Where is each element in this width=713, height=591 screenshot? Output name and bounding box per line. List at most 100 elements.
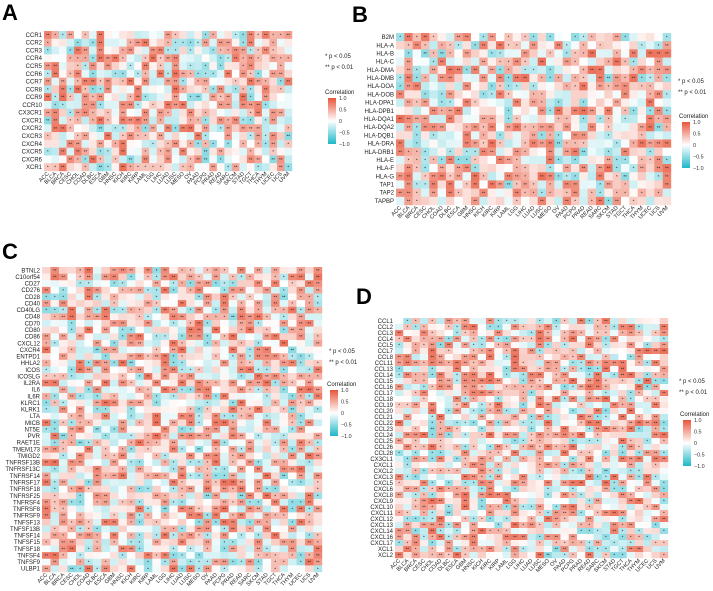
heatmap-cell <box>471 98 480 107</box>
heatmap-cell <box>211 373 221 380</box>
heatmap-cell <box>271 392 280 400</box>
significance-mark: * <box>498 337 500 342</box>
significance-mark: ** <box>197 334 201 339</box>
significance-mark: ** <box>271 157 275 162</box>
heatmap-cell <box>396 196 405 206</box>
significance-mark: * <box>147 275 149 280</box>
significance-mark: * <box>547 343 549 348</box>
significance-mark: * <box>130 381 132 386</box>
significance-mark: * <box>145 149 147 154</box>
heatmap-cell <box>421 114 430 124</box>
heatmap-cell <box>429 164 438 173</box>
significance-mark: ** <box>136 118 140 123</box>
significance-mark: * <box>541 133 543 138</box>
significance-mark: ** <box>513 337 517 342</box>
heatmap-cell <box>396 57 405 66</box>
heatmap-cell <box>228 532 238 540</box>
heatmap-cell <box>118 346 128 354</box>
heatmap-cell <box>271 432 280 440</box>
significance-mark: ** <box>70 314 74 319</box>
heatmap-cell <box>156 46 165 55</box>
heatmap-cell <box>471 196 480 206</box>
heatmap-cell <box>96 77 105 86</box>
heatmap-cell <box>646 41 655 50</box>
heatmap-cell <box>44 116 52 125</box>
heatmap-cell <box>111 31 120 39</box>
significance-mark: * <box>257 460 259 465</box>
significance-mark: * <box>491 51 493 56</box>
heatmap-cell <box>81 38 90 47</box>
heatmap-cell <box>186 399 195 407</box>
significance-mark: * <box>198 553 200 558</box>
significance-mark: * <box>508 35 510 40</box>
heatmap-cell <box>471 57 480 66</box>
heatmap-cell <box>621 114 630 124</box>
significance-mark: * <box>456 325 458 330</box>
significance-mark: ** <box>166 79 170 84</box>
heatmap-cell <box>51 93 60 102</box>
heatmap-cell <box>254 108 263 117</box>
heatmap-cell <box>220 426 229 433</box>
significance-mark: * <box>533 67 535 72</box>
significance-mark: * <box>499 133 501 138</box>
heatmap-cell <box>262 267 272 274</box>
heatmap-cell <box>194 85 203 94</box>
heatmap-cell <box>118 479 128 486</box>
significance-mark: * <box>599 43 601 48</box>
heatmap-cell <box>496 82 505 91</box>
heatmap-cell <box>471 65 480 75</box>
significance-mark: * <box>287 56 289 61</box>
heatmap-cell <box>521 73 530 83</box>
heatmap-cell <box>604 196 613 206</box>
significance-mark: * <box>240 275 242 280</box>
heatmap-cell <box>220 446 229 453</box>
heatmap-cell <box>621 49 630 58</box>
heatmap-cell <box>246 46 255 55</box>
significance-mark: ** <box>121 361 125 366</box>
heatmap-cell <box>313 465 323 473</box>
heatmap-cell <box>152 465 161 473</box>
significance-mark: * <box>215 354 217 359</box>
significance-mark: * <box>317 407 319 412</box>
significance-mark: ** <box>121 420 125 425</box>
heatmap-cell <box>109 499 119 506</box>
heatmap-cell <box>587 164 597 173</box>
heatmap-cell <box>209 62 218 71</box>
heatmap-cell <box>446 172 455 181</box>
significance-mark: ** <box>53 381 57 386</box>
heatmap-cell <box>149 124 157 133</box>
significance-mark: * <box>139 540 141 545</box>
significance-mark: ** <box>397 331 401 336</box>
heatmap-cell <box>421 188 430 198</box>
significance-mark: ** <box>144 110 148 115</box>
heatmap-cell <box>220 366 229 374</box>
heatmap-cell <box>429 188 438 198</box>
heatmap-cell <box>313 326 323 334</box>
heatmap-cell <box>560 324 569 331</box>
significance-mark: * <box>655 331 657 336</box>
legend-tick-label: −1.0 <box>693 166 704 172</box>
significance-mark: ** <box>498 76 502 81</box>
heatmap-cell <box>209 139 218 148</box>
heatmap-cell <box>646 188 655 198</box>
significance-mark: * <box>583 35 585 40</box>
heatmap-cell <box>512 57 522 66</box>
heatmap-cell <box>529 73 538 83</box>
significance-mark: * <box>198 467 200 472</box>
heatmap-cell <box>562 147 572 157</box>
significance-mark: * <box>122 48 124 53</box>
significance-mark: ** <box>548 125 552 130</box>
heatmap-cell <box>228 359 238 367</box>
heatmap-cell <box>143 465 153 473</box>
significance-mark: * <box>250 87 252 92</box>
significance-mark: * <box>308 520 310 525</box>
significance-mark: * <box>45 361 47 366</box>
heatmap-cell <box>231 38 240 47</box>
significance-mark: * <box>197 40 199 45</box>
significance-mark: * <box>649 92 651 97</box>
heatmap-cell <box>571 41 580 50</box>
significance-mark: * <box>232 401 234 406</box>
significance-mark: ** <box>155 420 159 425</box>
significance-mark: ** <box>432 67 436 72</box>
significance-mark: ** <box>231 427 235 432</box>
